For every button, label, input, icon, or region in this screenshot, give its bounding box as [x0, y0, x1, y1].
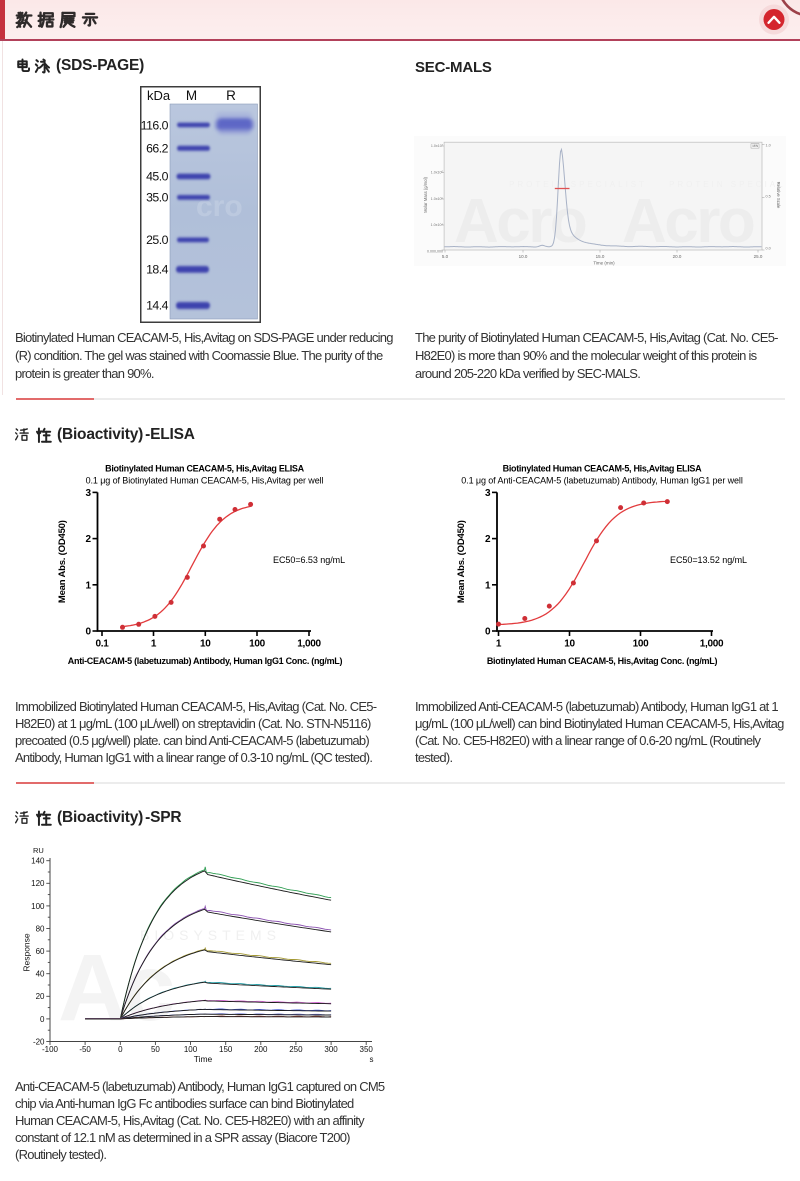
svg-text:Time (min): Time (min) [593, 261, 615, 266]
svg-text:100: 100 [633, 639, 650, 650]
svg-text:Mean Abs. (OD450): Mean Abs. (OD450) [57, 520, 68, 603]
svg-text:150: 150 [219, 1045, 233, 1054]
svg-text:100: 100 [249, 639, 266, 650]
svg-text:Molar Mass (g/mol): Molar Mass (g/mol) [423, 176, 428, 212]
svg-text:1: 1 [485, 580, 491, 591]
svg-text:350: 350 [360, 1045, 374, 1054]
svg-text:1.0x10⁷: 1.0x10⁷ [431, 144, 444, 148]
svg-text:60: 60 [36, 947, 45, 956]
svg-text:kDa: kDa [147, 88, 171, 103]
svg-text:Mean Abs. (OD450): Mean Abs. (OD450) [456, 520, 467, 603]
svg-text:Biotinylated Human CEACAM-5, H: Biotinylated Human CEACAM-5, His,Avitag … [503, 464, 702, 474]
svg-text:cro: cro [196, 190, 243, 223]
svg-text:25.0: 25.0 [146, 233, 169, 247]
svg-text:Response: Response [22, 933, 32, 972]
svg-text:120: 120 [31, 879, 45, 888]
svg-text:35.0: 35.0 [146, 191, 169, 205]
svg-text:100: 100 [184, 1045, 198, 1054]
svg-text:40: 40 [36, 970, 45, 979]
svg-text:80: 80 [36, 924, 45, 933]
svg-text:2: 2 [85, 534, 91, 545]
svg-text:Biotinylated Human CEACAM-5, H: Biotinylated Human CEACAM-5, His,Avitag … [487, 656, 718, 666]
svg-text:200: 200 [254, 1045, 268, 1054]
svg-text:45.0: 45.0 [146, 170, 169, 184]
svg-text:250: 250 [289, 1045, 303, 1054]
svg-text:14.4: 14.4 [146, 299, 169, 313]
svg-text:0.1 μg of Biotinylated Human C: 0.1 μg of Biotinylated Human CEACAM-5, H… [86, 476, 324, 486]
svg-text:-20: -20 [33, 1037, 45, 1046]
svg-text:0.000,000: 0.000,000 [427, 249, 443, 253]
svg-text:1.0: 1.0 [766, 144, 771, 148]
svg-text:10: 10 [564, 639, 575, 650]
svg-text:0: 0 [485, 627, 491, 638]
svg-text:100: 100 [31, 902, 45, 911]
svg-text:s: s [370, 1055, 374, 1064]
svg-text:18.4: 18.4 [146, 263, 169, 277]
svg-text:0.1: 0.1 [95, 639, 109, 650]
svg-text:0.5: 0.5 [766, 195, 771, 199]
svg-text:3: 3 [85, 488, 91, 499]
svg-text:1: 1 [85, 580, 91, 591]
svg-text:20.0: 20.0 [673, 254, 682, 259]
svg-text:0.0: 0.0 [766, 247, 771, 251]
svg-text:1,000: 1,000 [297, 639, 321, 650]
svg-text:2: 2 [485, 534, 491, 545]
svg-text:R: R [226, 88, 236, 103]
svg-text:BIOSYSTEMS: BIOSYSTEMS [140, 927, 281, 943]
svg-text:PROTEIN SPECIALIST: PROTEIN SPECIALIST [509, 180, 647, 189]
svg-text:MW: MW [753, 144, 759, 148]
svg-text:66.2: 66.2 [146, 142, 169, 156]
svg-text:Relative Scale: Relative Scale [776, 182, 781, 209]
svg-text:20: 20 [36, 992, 45, 1001]
svg-text:1.0x10⁵: 1.0x10⁵ [431, 197, 444, 201]
svg-text:50: 50 [151, 1045, 160, 1054]
svg-text:0.1 μg of Anti-CEACAM-5 (labet: 0.1 μg of Anti-CEACAM-5 (labetuzumab) An… [461, 476, 743, 486]
svg-text:Time: Time [194, 1054, 213, 1064]
svg-text:300: 300 [324, 1045, 338, 1054]
svg-text:1,000: 1,000 [700, 639, 724, 650]
svg-text:5.0: 5.0 [442, 254, 449, 259]
svg-text:Biotinylated Human CEACAM-5, H: Biotinylated Human CEACAM-5, His,Avitag … [105, 464, 304, 474]
svg-text:PROTEIN SPECIAL: PROTEIN SPECIAL [669, 180, 786, 189]
svg-text:-50: -50 [79, 1045, 91, 1054]
svg-text:1: 1 [496, 639, 502, 650]
svg-text:0: 0 [118, 1045, 123, 1054]
svg-text:1.0x10⁴: 1.0x10⁴ [431, 223, 444, 227]
svg-text:Ac: Ac [58, 935, 174, 1041]
svg-text:EC50=13.52 ng/mL: EC50=13.52 ng/mL [670, 555, 747, 565]
svg-text:25.0: 25.0 [754, 254, 763, 259]
svg-text:-100: -100 [42, 1045, 59, 1054]
svg-text:116.0: 116.0 [141, 118, 169, 132]
svg-text:10: 10 [200, 639, 211, 650]
svg-text:RU: RU [33, 846, 44, 855]
svg-text:M: M [186, 88, 197, 103]
svg-text:Acro: Acro [622, 187, 754, 256]
svg-text:0: 0 [40, 1015, 45, 1024]
svg-text:15.0: 15.0 [596, 254, 605, 259]
svg-text:3: 3 [485, 488, 491, 499]
svg-text:EC50=6.53 ng/mL: EC50=6.53 ng/mL [273, 555, 345, 565]
svg-text:Anti-CEACAM-5 (labetuzumab) An: Anti-CEACAM-5 (labetuzumab) Antibody, Hu… [68, 656, 343, 666]
svg-text:10.0: 10.0 [519, 254, 528, 259]
svg-text:1.0x10⁶: 1.0x10⁶ [431, 171, 444, 175]
svg-text:140: 140 [31, 857, 45, 866]
svg-text:0: 0 [85, 627, 91, 638]
svg-text:1: 1 [151, 639, 157, 650]
